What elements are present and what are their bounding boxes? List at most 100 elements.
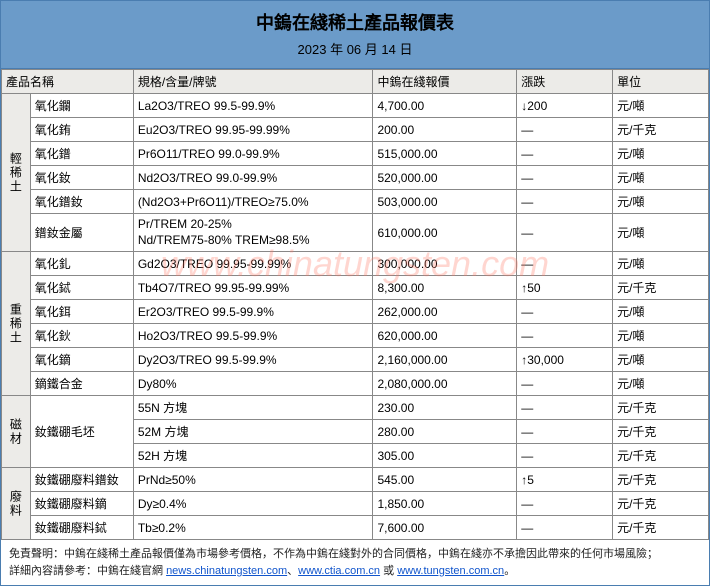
price-table-container: www.chinatungsten.com 中鎢在綫稀土產品報價表 2023 年…	[0, 0, 710, 586]
cell-price: 515,000.00	[373, 142, 517, 166]
col-name: 產品名稱	[2, 70, 134, 94]
cell-price: 545.00	[373, 468, 517, 492]
product-name: 氧化鑭	[30, 94, 133, 118]
cell-change: —	[517, 252, 613, 276]
product-spec: 52M 方塊	[133, 420, 373, 444]
product-name: 釹鐵硼廢料鏑	[30, 492, 133, 516]
product-spec: Ho2O3/TREO 99.5-99.9%	[133, 324, 373, 348]
product-name: 鏑鐵合金	[30, 372, 133, 396]
cell-unit: 元/噸	[613, 300, 709, 324]
product-name: 釹鐵硼毛坯	[30, 396, 133, 468]
cell-change: —	[517, 190, 613, 214]
product-name: 釹鐵硼廢料鐠釹	[30, 468, 133, 492]
cell-price: 305.00	[373, 444, 517, 468]
table-row: 氧化鉺Er2O3/TREO 99.5-99.9%262,000.00—元/噸	[2, 300, 709, 324]
cell-unit: 元/千克	[613, 516, 709, 540]
cell-price: 610,000.00	[373, 214, 517, 252]
col-price: 中鎢在綫報價	[373, 70, 517, 94]
cell-unit: 元/千克	[613, 396, 709, 420]
table-row: 釹鐵硼廢料鏑Dy≥0.4%1,850.00—元/千克	[2, 492, 709, 516]
cell-change: —	[517, 444, 613, 468]
cell-price: 503,000.00	[373, 190, 517, 214]
header-row: 產品名稱 規格/含量/牌號 中鎢在綫報價 漲跌 單位	[2, 70, 709, 94]
cell-change: ↑30,000	[517, 348, 613, 372]
table-row: 重稀土氧化釓Gd2O3/TREO 99.95-99.99%300,000.00—…	[2, 252, 709, 276]
product-name: 氧化銪	[30, 118, 133, 142]
table-row: 氧化鐠釹(Nd2O3+Pr6O11)/TREO≥75.0%503,000.00—…	[2, 190, 709, 214]
detail-label: 詳細內容請參考：	[9, 565, 97, 577]
table-row: 鏑鐵合金Dy80%2,080,000.00—元/噸	[2, 372, 709, 396]
product-name: 氧化鉺	[30, 300, 133, 324]
table-row: 輕稀土氧化鑭La2O3/TREO 99.5-99.9%4,700.00↓200元…	[2, 94, 709, 118]
table-row: 氧化釹Nd2O3/TREO 99.0-99.9%520,000.00—元/噸	[2, 166, 709, 190]
cell-change: —	[517, 118, 613, 142]
cell-change: —	[517, 396, 613, 420]
cell-change: —	[517, 420, 613, 444]
cell-price: 1,850.00	[373, 492, 517, 516]
product-spec: Dy≥0.4%	[133, 492, 373, 516]
table-row: 氧化鏑Dy2O3/TREO 99.5-99.9%2,160,000.00↑30,…	[2, 348, 709, 372]
product-name: 氧化鐠	[30, 142, 133, 166]
cell-price: 520,000.00	[373, 166, 517, 190]
cell-unit: 元/千克	[613, 468, 709, 492]
product-name: 氧化鈥	[30, 324, 133, 348]
cell-change: —	[517, 372, 613, 396]
cell-price: 8,300.00	[373, 276, 517, 300]
table-row: 氧化鈥Ho2O3/TREO 99.5-99.9%620,000.00—元/噸	[2, 324, 709, 348]
product-spec: 55N 方塊	[133, 396, 373, 420]
cell-change: —	[517, 516, 613, 540]
cell-change: —	[517, 300, 613, 324]
table-body: 輕稀土氧化鑭La2O3/TREO 99.5-99.9%4,700.00↓200元…	[2, 94, 709, 540]
cell-price: 7,600.00	[373, 516, 517, 540]
cell-change: ↑50	[517, 276, 613, 300]
cell-price: 2,160,000.00	[373, 348, 517, 372]
product-spec: Pr/TREM 20-25%Nd/TREM75-80% TREM≥98.5%	[133, 214, 373, 252]
cell-price: 230.00	[373, 396, 517, 420]
product-spec: Er2O3/TREO 99.5-99.9%	[133, 300, 373, 324]
table-row: 氧化銪Eu2O3/TREO 99.95-99.99%200.00—元/千克	[2, 118, 709, 142]
cell-unit: 元/千克	[613, 444, 709, 468]
link2[interactable]: www.ctia.com.cn	[298, 565, 380, 577]
product-name: 氧化釓	[30, 252, 133, 276]
link3[interactable]: www.tungsten.com.cn	[397, 565, 504, 577]
product-spec: Tb4O7/TREO 99.95-99.99%	[133, 276, 373, 300]
cell-change: ↓200	[517, 94, 613, 118]
cell-price: 200.00	[373, 118, 517, 142]
product-spec: Tb≥0.2%	[133, 516, 373, 540]
cell-unit: 元/千克	[613, 118, 709, 142]
table-row: 氧化鐠Pr6O11/TREO 99.0-99.9%515,000.00—元/噸	[2, 142, 709, 166]
product-spec: PrNd≥50%	[133, 468, 373, 492]
cell-unit: 元/噸	[613, 214, 709, 252]
cell-unit: 元/噸	[613, 190, 709, 214]
product-spec: (Nd2O3+Pr6O11)/TREO≥75.0%	[133, 190, 373, 214]
cell-unit: 元/噸	[613, 372, 709, 396]
cell-unit: 元/噸	[613, 348, 709, 372]
product-name: 氧化鏑	[30, 348, 133, 372]
product-spec: Pr6O11/TREO 99.0-99.9%	[133, 142, 373, 166]
cell-change: —	[517, 492, 613, 516]
cell-unit: 元/千克	[613, 492, 709, 516]
cell-change: —	[517, 214, 613, 252]
cell-unit: 元/噸	[613, 94, 709, 118]
product-name: 氧化鐠釹	[30, 190, 133, 214]
product-spec: Gd2O3/TREO 99.95-99.99%	[133, 252, 373, 276]
price-table: 產品名稱 規格/含量/牌號 中鎢在綫報價 漲跌 單位 輕稀土氧化鑭La2O3/T…	[1, 69, 709, 540]
cell-unit: 元/噸	[613, 324, 709, 348]
cell-change: —	[517, 142, 613, 166]
product-name: 氧化鋱	[30, 276, 133, 300]
col-spec: 規格/含量/牌號	[133, 70, 373, 94]
product-spec: Dy2O3/TREO 99.5-99.9%	[133, 348, 373, 372]
link1[interactable]: news.chinatungsten.com	[166, 565, 287, 577]
table-row: 磁材釹鐵硼毛坯55N 方塊230.00—元/千克	[2, 396, 709, 420]
col-change: 漲跌	[517, 70, 613, 94]
cell-price: 300,000.00	[373, 252, 517, 276]
product-spec: 52H 方塊	[133, 444, 373, 468]
product-spec: Nd2O3/TREO 99.0-99.9%	[133, 166, 373, 190]
footer: 免責聲明：中鎢在綫稀土產品報價僅為市場參考價格，不作為中鎢在綫對外的合同價格，中…	[1, 540, 709, 585]
disclaimer-label: 免責聲明：	[9, 548, 64, 560]
cell-unit: 元/千克	[613, 420, 709, 444]
cell-price: 280.00	[373, 420, 517, 444]
cell-price: 262,000.00	[373, 300, 517, 324]
col-unit: 單位	[613, 70, 709, 94]
detail-text1: 中鎢在綫官網	[97, 565, 166, 577]
